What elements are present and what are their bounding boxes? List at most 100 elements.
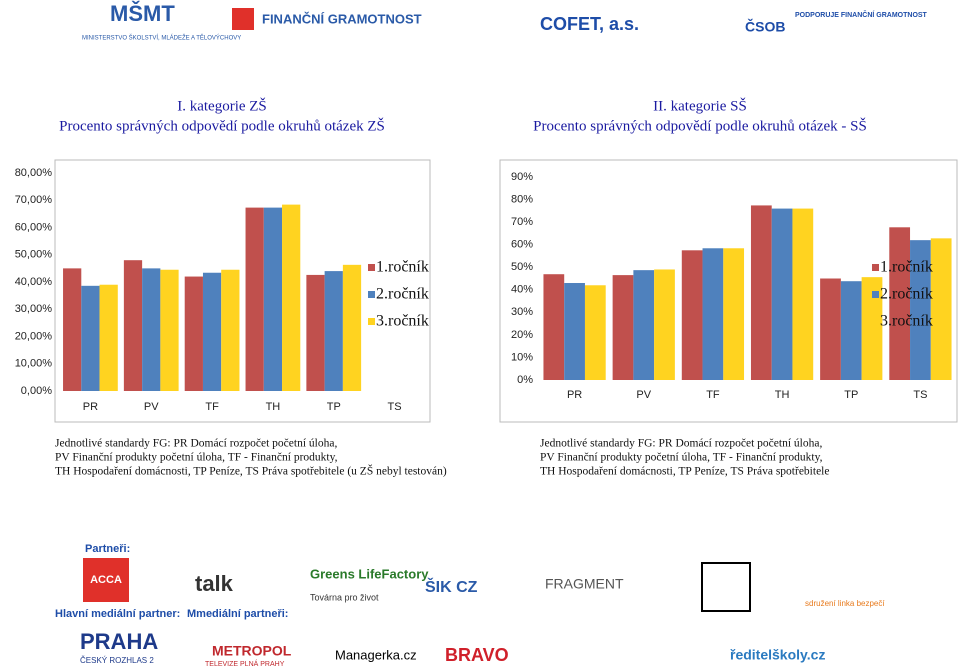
partner: talk bbox=[195, 571, 234, 596]
legend-label: 2.ročník bbox=[376, 286, 429, 303]
media: METROPOL bbox=[212, 643, 292, 659]
legend-swatch bbox=[872, 318, 879, 325]
y-tick-label: 60% bbox=[511, 239, 533, 251]
bar bbox=[702, 248, 724, 380]
bar bbox=[543, 274, 565, 380]
legend-swatch bbox=[368, 318, 375, 325]
x-tick-label: PV bbox=[144, 401, 159, 413]
x-tick-label: PV bbox=[636, 389, 651, 401]
bar bbox=[184, 276, 203, 391]
msmt-mark: MŠMT bbox=[110, 1, 175, 26]
media: Managerka.cz bbox=[335, 647, 417, 662]
media: BRAVO bbox=[445, 645, 509, 665]
bar bbox=[723, 248, 745, 380]
bar bbox=[123, 260, 143, 391]
y-tick-label: 50% bbox=[511, 261, 533, 273]
legend-label: 1.ročník bbox=[376, 259, 429, 276]
y-tick-label: 60,00% bbox=[15, 221, 53, 233]
partner: sdružení linka bezpečí bbox=[805, 599, 885, 608]
bar bbox=[306, 274, 325, 391]
legend-swatch bbox=[872, 264, 879, 271]
bar bbox=[633, 270, 655, 380]
header-logos: MŠMT MINISTERSTVO ŠKOLSTVÍ, MLÁDEŽE A TĚ… bbox=[82, 1, 928, 42]
media: ředitelškoly.cz bbox=[730, 647, 825, 663]
y-tick-label: 0,00% bbox=[21, 385, 52, 397]
bar bbox=[584, 285, 606, 380]
bar bbox=[820, 278, 841, 380]
bar bbox=[63, 268, 82, 391]
legend-label: 3.ročník bbox=[880, 313, 933, 330]
bar bbox=[564, 283, 585, 380]
chart-subtitle: Procento správných odpovědí podle okruhů… bbox=[59, 117, 385, 134]
bar bbox=[202, 272, 222, 391]
y-tick-label: 0% bbox=[517, 374, 533, 386]
partner: Továrna pro život bbox=[310, 592, 379, 602]
x-tick-label: TF bbox=[706, 389, 720, 401]
bar bbox=[81, 285, 100, 391]
bar bbox=[681, 250, 703, 380]
y-tick-label: 80,00% bbox=[15, 167, 53, 179]
cofet-logo: COFET, a.s. bbox=[540, 14, 639, 34]
media: PRAHA bbox=[80, 629, 158, 654]
bar bbox=[771, 208, 793, 380]
fg-icon bbox=[232, 8, 254, 30]
x-tick-label: TP bbox=[844, 389, 858, 401]
x-tick-label: TS bbox=[388, 401, 402, 413]
bar bbox=[910, 240, 931, 380]
y-tick-label: 80% bbox=[511, 193, 533, 205]
bar bbox=[889, 227, 911, 380]
acca-box bbox=[83, 558, 129, 602]
y-tick-label: 40,00% bbox=[15, 276, 53, 288]
note: PV Finanční produkty početní úloha, TF -… bbox=[540, 452, 823, 464]
y-tick-label: 30,00% bbox=[15, 303, 53, 315]
legend-swatch bbox=[872, 291, 879, 298]
legend-swatch bbox=[368, 291, 375, 298]
note: PV Finanční produkty početní úloha, TF -… bbox=[55, 452, 338, 464]
note: Jednotlivé standardy FG: PR Domácí rozpo… bbox=[540, 438, 822, 450]
bar bbox=[221, 269, 240, 391]
bar bbox=[612, 275, 634, 380]
x-tick-label: TP bbox=[327, 401, 341, 413]
legend-label: 3.ročník bbox=[376, 313, 429, 330]
y-tick-label: 10,00% bbox=[15, 358, 53, 370]
x-tick-label: PR bbox=[83, 401, 98, 413]
x-tick-label: TH bbox=[266, 401, 281, 413]
partner-icon bbox=[701, 562, 751, 612]
bar bbox=[792, 208, 814, 380]
chart-subtitle: Procento správných odpovědí podle okruhů… bbox=[533, 117, 867, 134]
bar bbox=[342, 264, 362, 391]
y-tick-label: 50,00% bbox=[15, 249, 53, 261]
chart-frame bbox=[499, 159, 958, 423]
note: TH Hospodaření domácnosti, TP Peníze, TS… bbox=[540, 466, 829, 478]
x-tick-label: TF bbox=[205, 401, 219, 413]
bar bbox=[324, 271, 343, 391]
partners-label: Partneři: bbox=[85, 543, 130, 555]
note: Jednotlivé standardy FG: PR Domácí rozpo… bbox=[55, 438, 337, 450]
x-tick-label: PR bbox=[567, 389, 582, 401]
bar bbox=[282, 204, 301, 391]
legend-swatch bbox=[368, 264, 375, 271]
csob-text: PODPORUJE FINANČNÍ GRAMOTNOST bbox=[795, 10, 928, 19]
chart-frame bbox=[54, 159, 431, 423]
legend-label: 2.ročník bbox=[880, 286, 933, 303]
y-tick-label: 40% bbox=[511, 284, 533, 296]
y-tick-label: 70,00% bbox=[15, 194, 53, 206]
csob-logo: ČSOB bbox=[745, 18, 785, 35]
partners: Partneři: ACCA talk Greens LifeFactory T… bbox=[55, 543, 885, 668]
media: ČESKÝ ROZHLAS 2 bbox=[80, 656, 154, 665]
note: TH Hospodaření domácnosti, TP Peníze, TS… bbox=[55, 464, 447, 478]
partner: ŠIK CZ bbox=[425, 577, 478, 596]
partner: FRAGMENT bbox=[545, 576, 624, 592]
chart-title: I. kategorie ZŠ bbox=[177, 97, 267, 114]
bar bbox=[840, 281, 862, 380]
fg-logo: FINANČNÍ GRAMOTNOST bbox=[262, 11, 422, 26]
y-tick-label: 30% bbox=[511, 306, 533, 318]
bar bbox=[245, 207, 264, 391]
media: TELEVIZE PLNÁ PRAHY bbox=[205, 659, 285, 668]
bar bbox=[99, 284, 118, 391]
bar bbox=[930, 238, 952, 380]
media-label: Mmediální partneři: bbox=[187, 608, 288, 620]
y-tick-label: 10% bbox=[511, 351, 533, 363]
partner: ACCA bbox=[90, 574, 122, 586]
